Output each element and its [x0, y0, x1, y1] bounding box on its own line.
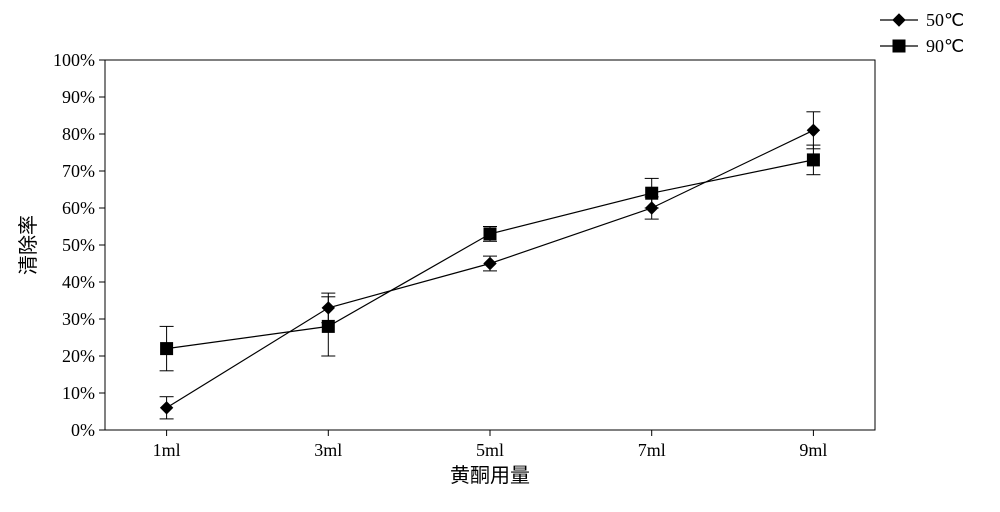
y-axis-title: 清除率 — [17, 215, 40, 275]
y-tick-label: 40% — [62, 272, 95, 292]
legend-label: 90℃ — [926, 36, 964, 56]
x-tick-label: 5ml — [476, 440, 504, 460]
y-tick-label: 20% — [62, 346, 95, 366]
data-marker — [484, 228, 496, 240]
x-tick-label: 9ml — [799, 440, 827, 460]
legend-label: 50℃ — [926, 10, 964, 30]
x-tick-label: 7ml — [638, 440, 666, 460]
data-marker — [807, 154, 819, 166]
y-tick-label: 100% — [53, 50, 95, 70]
x-tick-label: 1ml — [153, 440, 181, 460]
y-tick-label: 80% — [62, 124, 95, 144]
y-tick-label: 90% — [62, 87, 95, 107]
x-tick-label: 3ml — [314, 440, 342, 460]
chart-container: 0% 10% 20% 30% 40% 50% 60% 70% 80% 90% 100% 1ml 3ml 5… — [0, 0, 1000, 512]
legend-marker — [893, 40, 905, 52]
data-marker — [646, 187, 658, 199]
data-marker — [322, 320, 334, 332]
data-marker — [161, 343, 173, 355]
y-tick-label: 30% — [62, 309, 95, 329]
y-tick-label: 10% — [62, 383, 95, 403]
line-chart: 0% 10% 20% 30% 40% 50% 60% 70% 80% 90% 100% 1ml 3ml 5… — [0, 0, 1000, 512]
y-tick-label: 0% — [71, 420, 95, 440]
y-tick-label: 50% — [62, 235, 95, 255]
x-axis-title: 黄酮用量 — [450, 464, 530, 487]
y-tick-label: 70% — [62, 161, 95, 181]
y-tick-label: 60% — [62, 198, 95, 218]
